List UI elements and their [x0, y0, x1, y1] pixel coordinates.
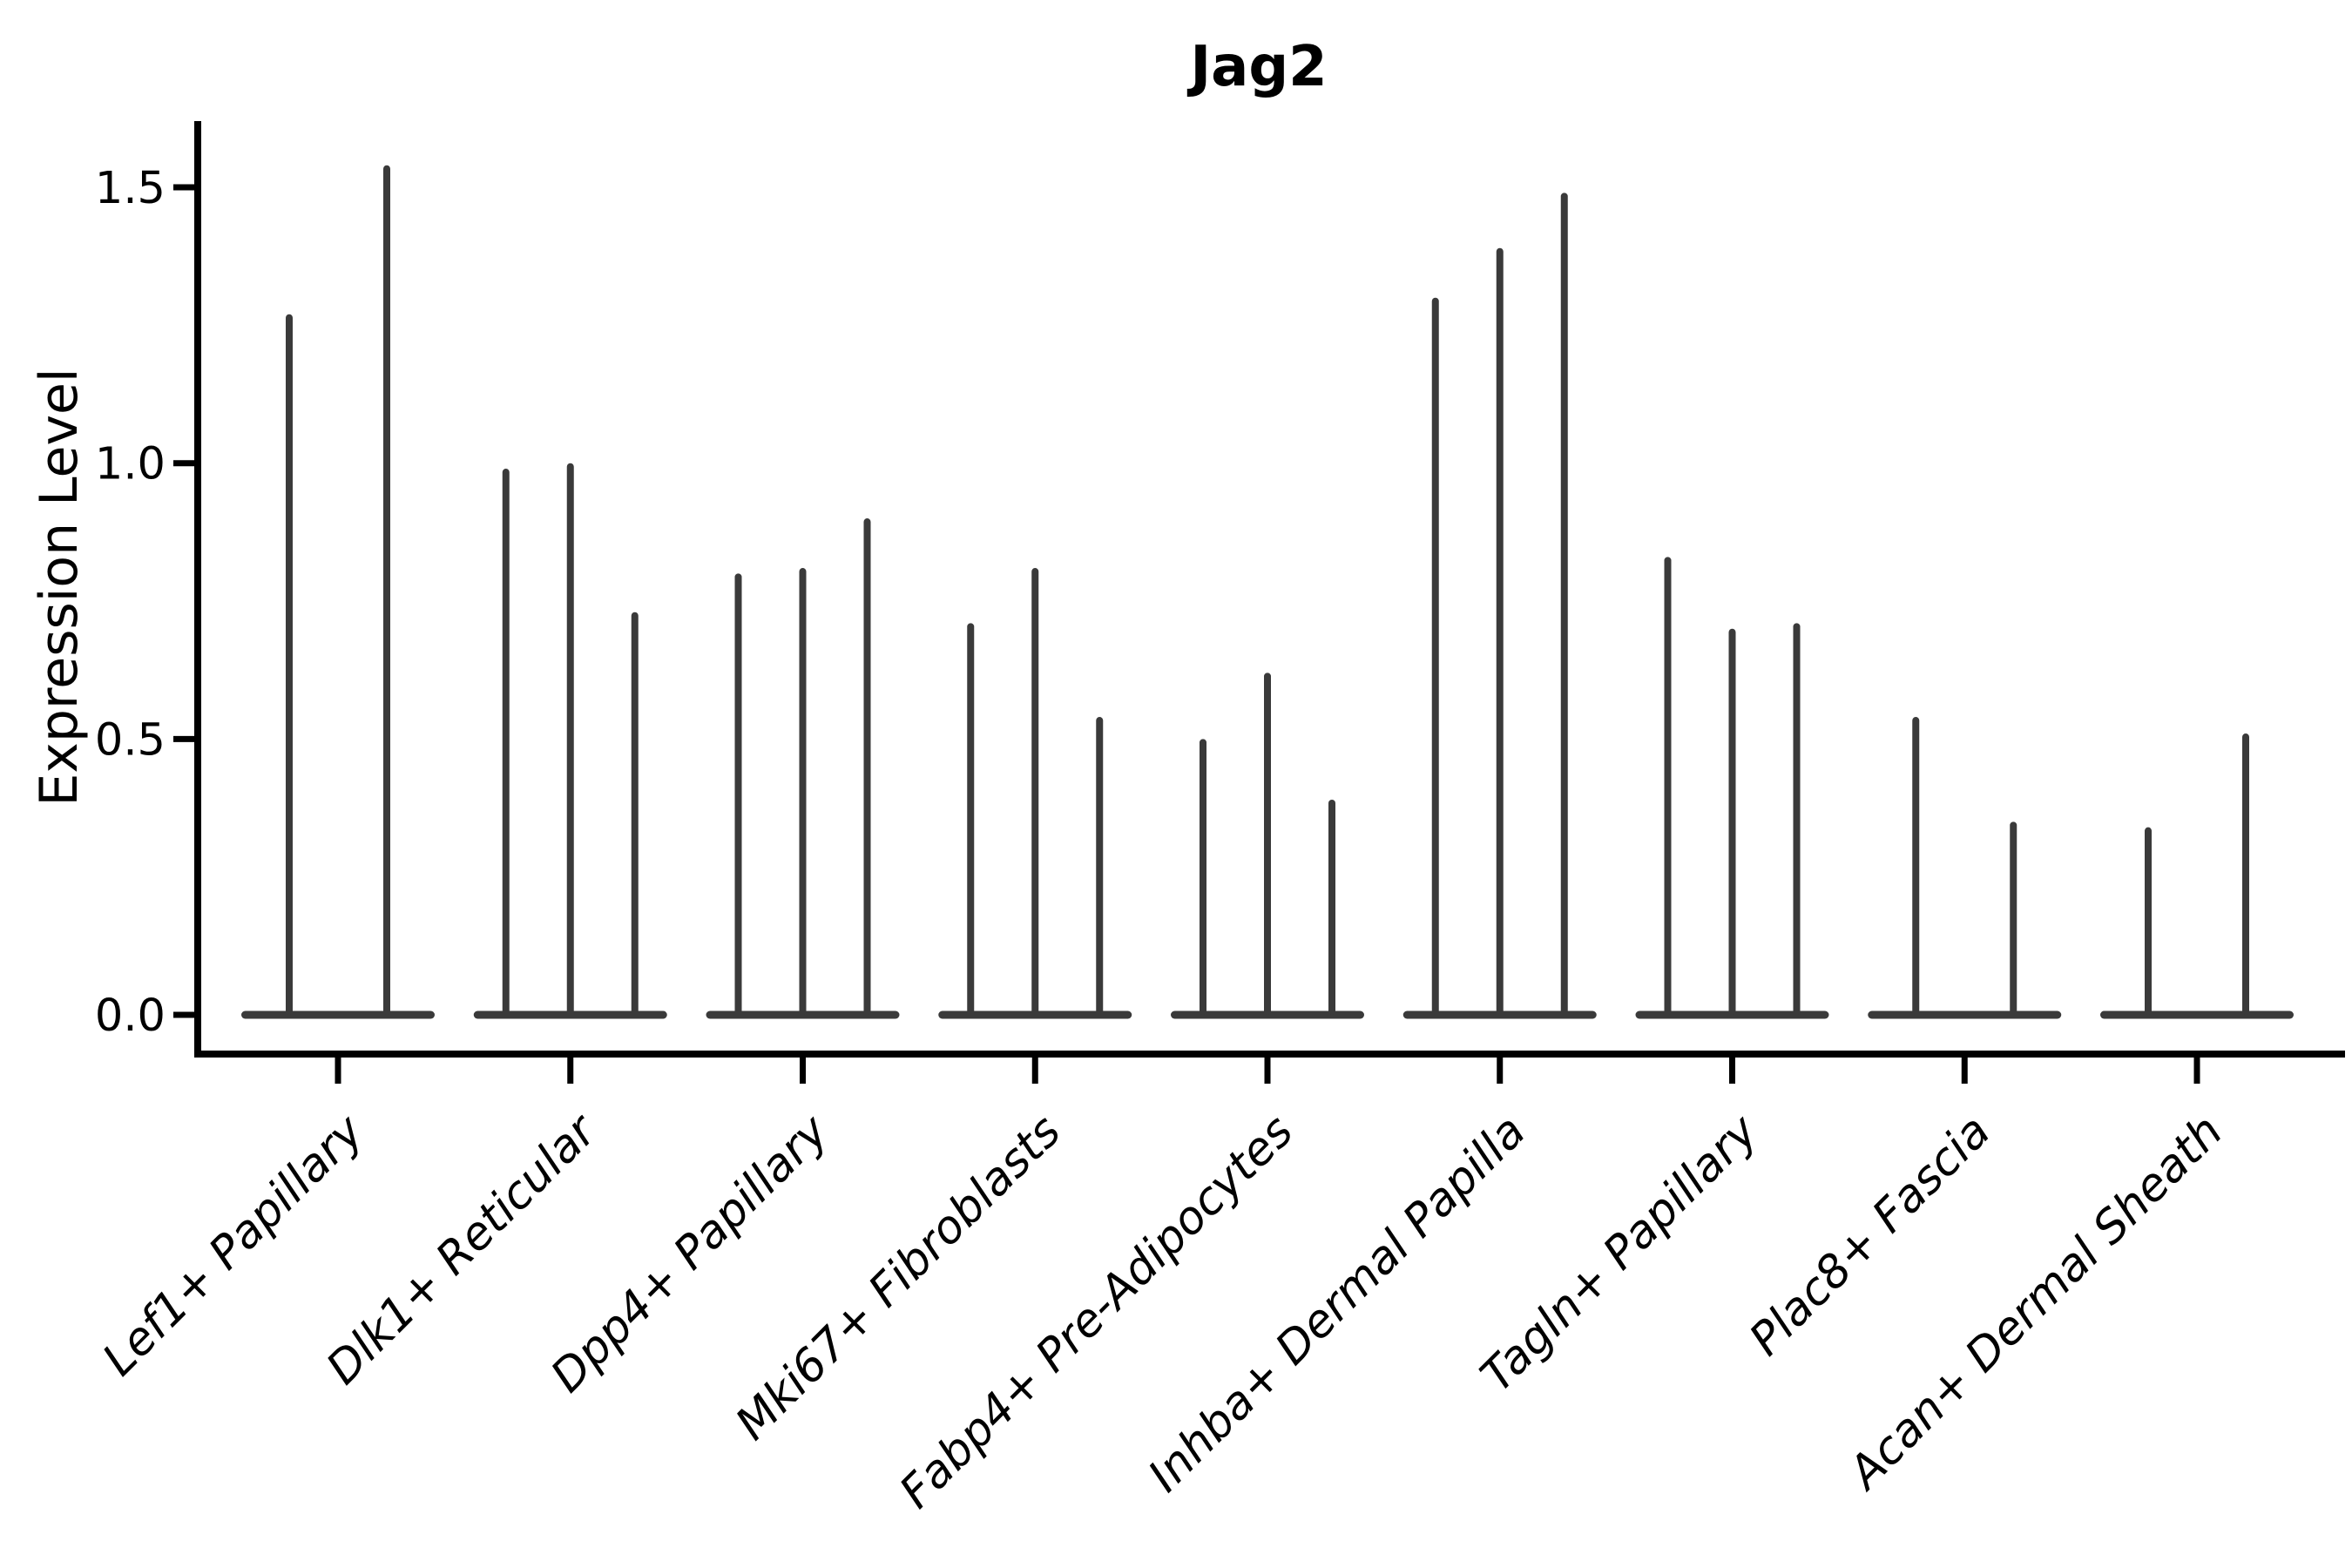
- violin-spike: [1096, 717, 1104, 1015]
- violin-spike: [1560, 193, 1568, 1015]
- violin-spike: [2010, 821, 2017, 1015]
- violin-spike: [799, 568, 807, 1015]
- violin-spike: [2242, 733, 2249, 1015]
- violin-spike: [286, 314, 293, 1016]
- violin-spike: [1793, 623, 1801, 1015]
- x-tick-label: Acan+ Dermal Sheath: [1837, 1105, 2233, 1501]
- violin-spike: [863, 518, 871, 1015]
- y-axis-label: Expression Level: [29, 368, 90, 806]
- violin-spike: [566, 463, 574, 1015]
- y-tick-label: 1.0: [95, 439, 166, 490]
- x-tick-label: Inhba+ Dermal Papilla: [1139, 1105, 1536, 1503]
- y-tick-label: 1.5: [95, 163, 166, 214]
- x-tick-label: Fabp4+ Pre-Adipocytes: [890, 1105, 1304, 1519]
- violin-spike: [1200, 739, 1206, 1015]
- violin-spike: [502, 469, 510, 1015]
- chart-title: Jag2: [1186, 35, 1327, 99]
- y-tick-label: 0.0: [95, 990, 166, 1042]
- violin-base: [2100, 1010, 2294, 1019]
- violin-spike: [1328, 800, 1335, 1015]
- violin-spike: [2145, 827, 2152, 1015]
- violins-layer: [241, 165, 2294, 1019]
- violin-base: [1868, 1010, 2062, 1019]
- violin-spike: [1496, 247, 1504, 1015]
- violin-spike: [1031, 568, 1039, 1015]
- x-tick-label: Plac8+ Fascia: [1740, 1105, 2000, 1366]
- violin-spike: [1264, 672, 1271, 1015]
- violin-spike: [1664, 557, 1672, 1015]
- violin-spike: [967, 623, 975, 1015]
- y-tick-label: 0.5: [95, 714, 166, 766]
- violin-base: [241, 1010, 435, 1019]
- violin-spike: [734, 573, 742, 1015]
- violin-spike: [1728, 628, 1736, 1015]
- violin-spike: [631, 612, 639, 1015]
- violin-spike: [383, 165, 390, 1015]
- violin-spike: [1912, 717, 1920, 1015]
- violin-spike: [1431, 297, 1439, 1016]
- y-axis-layer: 0.0 0.5 1.0 1.5: [95, 163, 196, 1042]
